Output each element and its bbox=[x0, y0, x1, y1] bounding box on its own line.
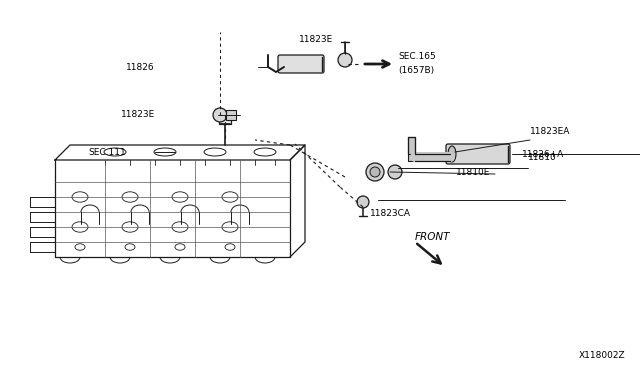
Circle shape bbox=[370, 167, 380, 177]
FancyBboxPatch shape bbox=[408, 137, 415, 154]
Text: 11810E: 11810E bbox=[456, 167, 490, 176]
FancyBboxPatch shape bbox=[226, 110, 236, 120]
Circle shape bbox=[338, 53, 352, 67]
FancyBboxPatch shape bbox=[446, 144, 510, 164]
Circle shape bbox=[366, 163, 384, 181]
Circle shape bbox=[357, 196, 369, 208]
Text: SEC.111: SEC.111 bbox=[88, 148, 125, 157]
Text: FRONT: FRONT bbox=[415, 232, 451, 242]
Text: SEC.165: SEC.165 bbox=[398, 51, 436, 61]
Text: 11823E: 11823E bbox=[299, 35, 333, 44]
Text: 11810: 11810 bbox=[528, 153, 557, 162]
Text: 11823CA: 11823CA bbox=[370, 209, 411, 218]
Text: X118002Z: X118002Z bbox=[579, 351, 625, 360]
Text: 11823E: 11823E bbox=[121, 109, 155, 119]
Text: (1657B): (1657B) bbox=[398, 65, 434, 74]
Text: 11823EA: 11823EA bbox=[530, 127, 570, 136]
Ellipse shape bbox=[448, 146, 456, 162]
Text: 11826: 11826 bbox=[126, 62, 155, 71]
FancyBboxPatch shape bbox=[219, 115, 231, 124]
Circle shape bbox=[388, 165, 402, 179]
FancyBboxPatch shape bbox=[408, 154, 415, 160]
Circle shape bbox=[213, 108, 227, 122]
FancyBboxPatch shape bbox=[278, 55, 324, 73]
Text: 11826+A: 11826+A bbox=[522, 150, 564, 158]
